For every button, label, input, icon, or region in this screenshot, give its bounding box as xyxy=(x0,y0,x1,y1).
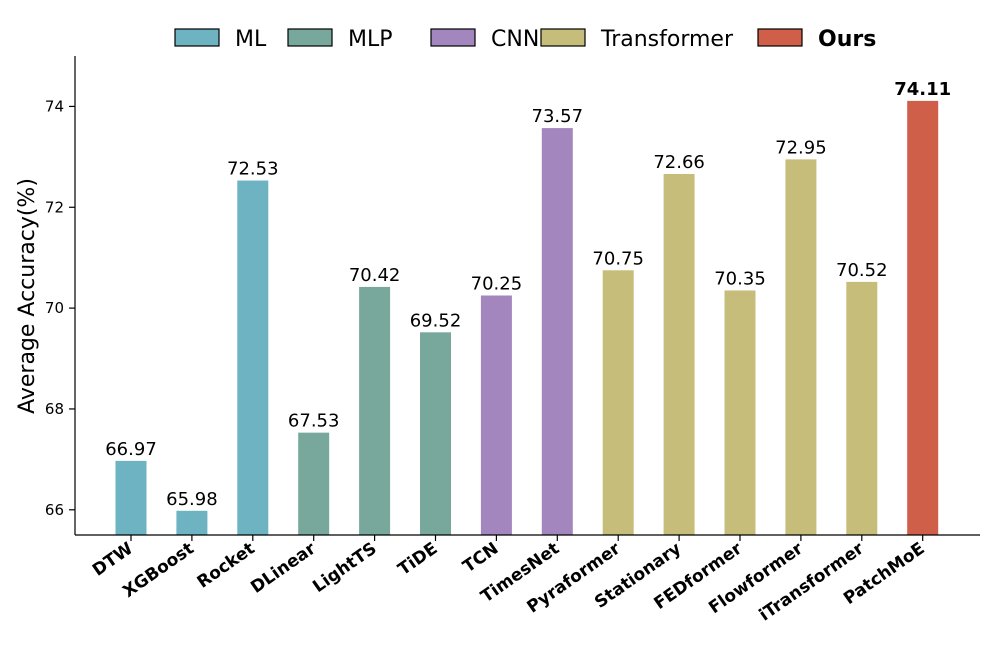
bar-tcn xyxy=(480,295,512,535)
bar-flowformer xyxy=(785,159,817,535)
value-label-lightts: 70.42 xyxy=(349,265,401,286)
bar-dlinear xyxy=(298,432,330,535)
value-label-tide: 69.52 xyxy=(410,310,462,331)
y-axis-label: Average Accuracy(%) xyxy=(15,178,40,414)
legend-label-ours: Ours xyxy=(818,27,876,52)
x-tick-label-tide: TiDE xyxy=(395,539,442,580)
value-label-fedformer: 70.35 xyxy=(714,268,766,289)
bar-patchmoe xyxy=(907,100,939,535)
bar-tide xyxy=(420,332,451,535)
bars-group: 66.97 65.98 72.53 67.53 70.42 69.52 70.25 73.57… xyxy=(105,79,951,536)
bar-itransformer xyxy=(846,281,878,535)
y-tick-label: 72 xyxy=(45,198,64,216)
value-label-flowformer: 72.95 xyxy=(775,137,827,158)
x-tick-label-dtw: DTW xyxy=(89,539,137,581)
y-axis: 66 68 70 72 74 xyxy=(45,56,76,535)
bar-lightts xyxy=(359,286,391,535)
legend-swatch-ml xyxy=(174,28,220,47)
x-tick-label-lightts: LightTS xyxy=(309,539,380,597)
x-tick-label-itransformer: iTransformer xyxy=(756,538,869,625)
y-tick-label: 66 xyxy=(45,501,64,519)
value-label-itransformer: 70.52 xyxy=(836,260,888,281)
value-label-pyraformer: 70.75 xyxy=(592,248,644,269)
y-tick-label: 68 xyxy=(45,400,64,418)
x-tick-label-dlinear: DLinear xyxy=(247,538,320,597)
y-tick-label: 74 xyxy=(45,97,64,115)
y-tick-label: 70 xyxy=(45,299,64,317)
bar-stationary xyxy=(663,173,695,535)
legend-swatch-ours xyxy=(757,28,803,47)
legend-label-cnn: CNN xyxy=(491,27,539,52)
chart-legend: ML MLP CNN Transformer Ours xyxy=(174,27,876,52)
bar-fedformer xyxy=(724,290,756,535)
x-tick-label-tcn: TCN xyxy=(459,539,502,577)
legend-label-mlp: MLP xyxy=(348,27,393,52)
legend-swatch-transformer xyxy=(540,28,586,47)
value-label-patchmoe: 74.11 xyxy=(894,79,951,100)
legend-label-transformer: Transformer xyxy=(600,27,734,52)
value-label-xgboost: 65.98 xyxy=(166,489,218,510)
value-label-dtw: 66.97 xyxy=(105,439,157,460)
value-label-dlinear: 67.53 xyxy=(288,411,340,432)
bar-rocket xyxy=(237,180,269,536)
bar-timesnet xyxy=(541,128,573,535)
bar-pyraformer xyxy=(602,270,634,535)
value-label-tcn: 70.25 xyxy=(471,274,523,295)
value-label-timesnet: 73.57 xyxy=(532,106,584,127)
value-label-stationary: 72.66 xyxy=(653,152,705,173)
bar-xgboost xyxy=(176,510,208,535)
legend-swatch-cnn xyxy=(430,28,476,47)
value-label-rocket: 72.53 xyxy=(227,159,279,180)
bar-dtw xyxy=(115,460,147,535)
legend-label-ml: ML xyxy=(235,27,267,52)
legend-swatch-mlp xyxy=(287,28,333,47)
